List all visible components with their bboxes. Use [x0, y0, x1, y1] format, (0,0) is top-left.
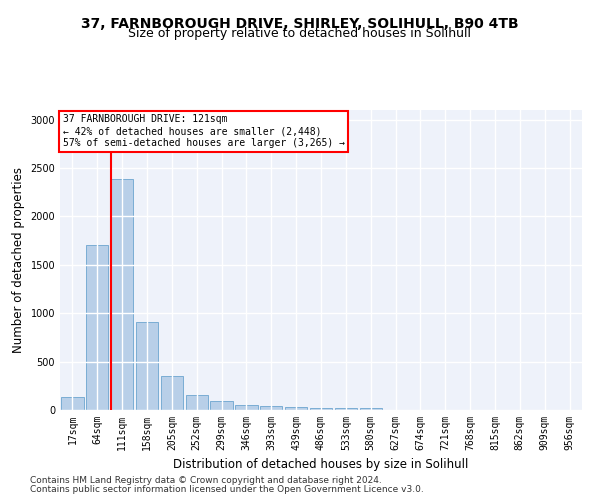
Bar [359, 408, 382, 410]
Bar [211, 402, 233, 410]
Bar [285, 407, 307, 410]
Text: 37 FARNBOROUGH DRIVE: 121sqm
← 42% of detached houses are smaller (2,448)
57% of: 37 FARNBOROUGH DRIVE: 121sqm ← 42% of de… [62, 114, 344, 148]
Bar [185, 396, 208, 410]
Bar [86, 246, 109, 410]
Bar [235, 404, 257, 410]
Bar [161, 376, 183, 410]
Y-axis label: Number of detached properties: Number of detached properties [12, 167, 25, 353]
Bar [335, 408, 357, 410]
Bar [61, 398, 83, 410]
Bar [136, 322, 158, 410]
Bar [310, 408, 332, 410]
Text: 37, FARNBOROUGH DRIVE, SHIRLEY, SOLIHULL, B90 4TB: 37, FARNBOROUGH DRIVE, SHIRLEY, SOLIHULL… [81, 18, 519, 32]
Text: Contains HM Land Registry data © Crown copyright and database right 2024.: Contains HM Land Registry data © Crown c… [30, 476, 382, 485]
X-axis label: Distribution of detached houses by size in Solihull: Distribution of detached houses by size … [173, 458, 469, 471]
Bar [111, 178, 133, 410]
Text: Size of property relative to detached houses in Solihull: Size of property relative to detached ho… [128, 28, 472, 40]
Bar [260, 406, 283, 410]
Text: Contains public sector information licensed under the Open Government Licence v3: Contains public sector information licen… [30, 485, 424, 494]
